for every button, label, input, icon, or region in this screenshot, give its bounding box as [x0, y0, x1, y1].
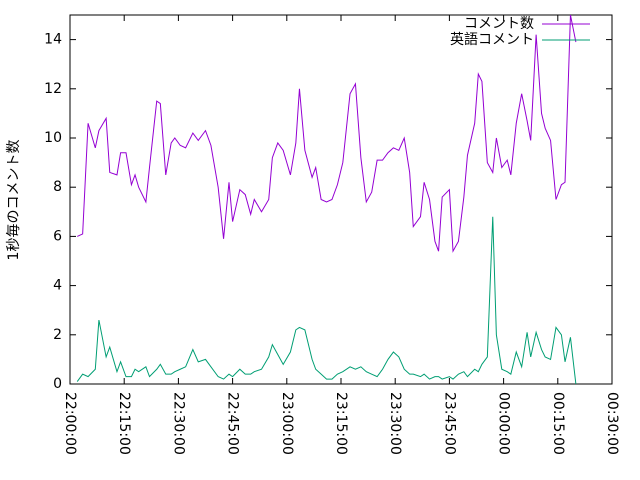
x-tick-label: 00:30:00 [604, 392, 620, 455]
x-tick-label: 00:00:00 [496, 392, 512, 455]
y-tick-label: 4 [53, 278, 62, 294]
x-tick-label: 22:15:00 [116, 392, 132, 455]
x-tick-label: 23:30:00 [387, 392, 403, 455]
x-tick-label: 22:45:00 [225, 392, 241, 455]
x-tick-label: 00:15:00 [550, 392, 566, 455]
y-tick-label: 10 [44, 130, 62, 146]
y-axis-label: 1秒毎のコメント数 [6, 140, 22, 261]
x-tick-label: 22:30:00 [170, 392, 186, 455]
plot-frame [69, 14, 613, 385]
x-tick-label: 23:15:00 [333, 392, 349, 455]
x-tick-label: 23:45:00 [441, 392, 457, 455]
y-tick-label: 8 [53, 179, 62, 195]
x-tick-label: 23:00:00 [279, 392, 295, 455]
y-tick-label: 12 [44, 81, 62, 97]
series-line [76, 216, 577, 384]
y-tick-label: 2 [53, 327, 62, 343]
x-tick-label: 22:00:00 [62, 392, 78, 455]
series-line [77, 15, 577, 253]
legend-label: 英語コメント [450, 31, 534, 48]
y-tick-label: 6 [53, 228, 62, 244]
y-tick-label: 0 [53, 376, 62, 392]
y-tick-label: 14 [44, 32, 62, 48]
plot-area [76, 15, 577, 384]
legend-label: コメント数 [464, 16, 534, 32]
